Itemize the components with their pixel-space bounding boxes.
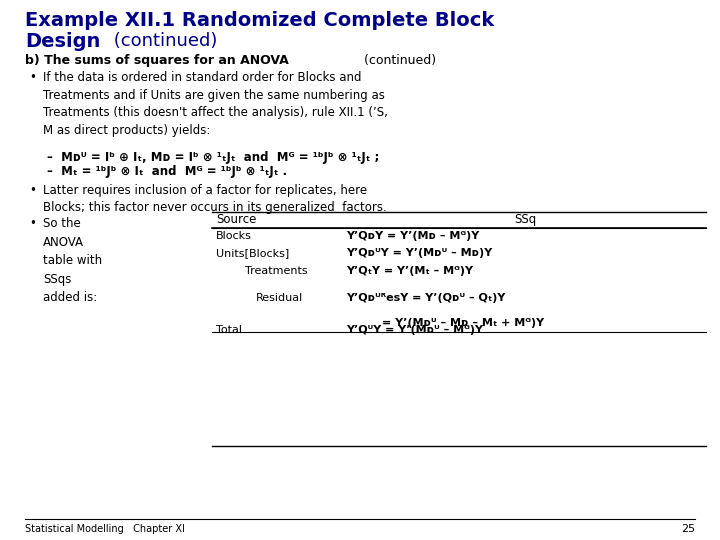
Text: Units[Blocks]: Units[Blocks] — [216, 248, 289, 258]
Text: Latter requires inclusion of a factor for replicates, here
Blocks; this factor n: Latter requires inclusion of a factor fo… — [43, 184, 387, 214]
Text: Y’QᵁY = Y’(Mᴅᵁ – Mᴳ)Y: Y’QᵁY = Y’(Mᴅᵁ – Mᴳ)Y — [346, 325, 482, 335]
Text: (continued): (continued) — [360, 54, 436, 67]
Text: Treatments: Treatments — [245, 266, 307, 276]
Text: If the data is ordered in standard order for Blocks and
Treatments and if Units : If the data is ordered in standard order… — [43, 71, 388, 137]
Text: Total: Total — [216, 325, 242, 335]
Text: SSq: SSq — [515, 213, 536, 226]
Text: 25: 25 — [680, 524, 695, 534]
Text: Statistical Modelling   Chapter XI: Statistical Modelling Chapter XI — [25, 524, 185, 534]
Text: = Y’(Mᴅᵁ – Mᴅ – Mₜ + Mᴳ)Y: = Y’(Mᴅᵁ – Mᴅ – Mₜ + Mᴳ)Y — [382, 318, 544, 328]
Text: •: • — [29, 71, 36, 84]
Text: Design: Design — [25, 32, 101, 51]
Text: Example XII.1 Randomized Complete Block: Example XII.1 Randomized Complete Block — [25, 11, 495, 30]
Text: Blocks: Blocks — [216, 231, 252, 241]
Text: So the
ANOVA
table with
SSqs
added is:: So the ANOVA table with SSqs added is: — [43, 217, 102, 304]
Text: (continued): (continued) — [108, 32, 217, 50]
Text: b) The sums of squares for an ANOVA: b) The sums of squares for an ANOVA — [25, 54, 289, 67]
Text: Source: Source — [216, 213, 256, 226]
Text: Y’QᴅᵁᴿesY = Y’(Qᴅᵁ – Qₜ)Y: Y’QᴅᵁᴿesY = Y’(Qᴅᵁ – Qₜ)Y — [346, 293, 505, 302]
Text: •: • — [29, 217, 36, 230]
Text: •: • — [29, 184, 36, 197]
Text: –  Mᴅᵁ = Iᵇ ⊕ Iₜ, Mᴅ = Iᵇ ⊗ ¹ₜJₜ  and  Mᴳ = ¹ᵇJᵇ ⊗ ¹ₜJₜ ;: – Mᴅᵁ = Iᵇ ⊕ Iₜ, Mᴅ = Iᵇ ⊗ ¹ₜJₜ and Mᴳ =… — [47, 151, 379, 164]
Text: Y’QₜY = Y’(Mₜ – Mᴳ)Y: Y’QₜY = Y’(Mₜ – Mᴳ)Y — [346, 266, 472, 276]
Text: –  Mₜ = ¹ᵇJᵇ ⊗ Iₜ  and  Mᴳ = ¹ᵇJᵇ ⊗ ¹ₜJₜ .: – Mₜ = ¹ᵇJᵇ ⊗ Iₜ and Mᴳ = ¹ᵇJᵇ ⊗ ¹ₜJₜ . — [47, 165, 287, 178]
Text: Y’QᴅᵁY = Y’(Mᴅᵁ – Mᴅ)Y: Y’QᴅᵁY = Y’(Mᴅᵁ – Mᴅ)Y — [346, 248, 492, 258]
Text: Residual: Residual — [256, 293, 303, 302]
Text: Y’QᴅY = Y’(Mᴅ – Mᴳ)Y: Y’QᴅY = Y’(Mᴅ – Mᴳ)Y — [346, 231, 479, 241]
